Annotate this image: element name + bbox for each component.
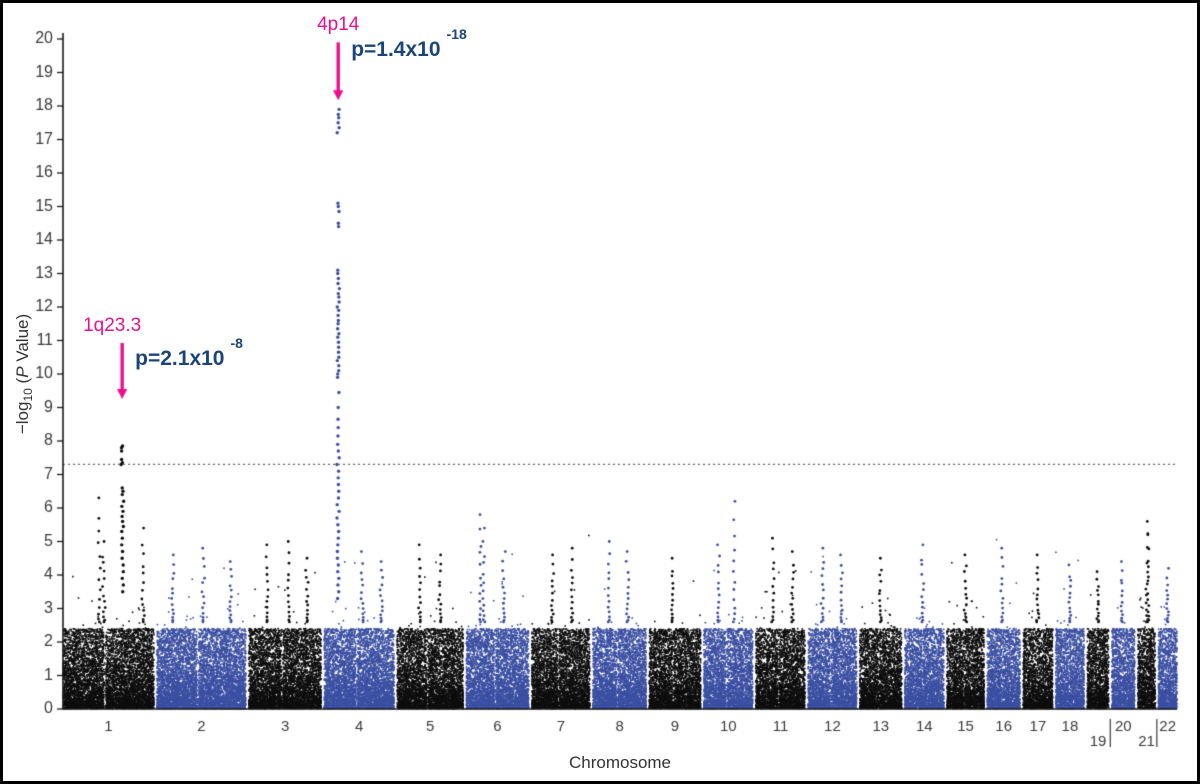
- locus-label-1q23-3: 1q23.3: [83, 315, 142, 337]
- pvalue-base-4p14: p=1.4x10: [351, 38, 441, 62]
- x-axis-title: Chromosome: [568, 753, 672, 772]
- y-axis-title-prefix: −log: [12, 401, 32, 435]
- y-axis-title-suffix: Value): [12, 313, 32, 367]
- pvalue-label-4p14: p=1.4x10 -18: [351, 26, 467, 62]
- pvalue-label-1q23-3: p=2.1x10 -8: [135, 335, 243, 371]
- pvalue-exponent-1q23-3: -8: [230, 335, 243, 352]
- y-axis-title-mid: (: [12, 377, 32, 389]
- manhattan-plot-canvas: [3, 3, 1197, 781]
- locus-label-4p14: 4p14: [317, 14, 360, 36]
- y-axis-title-subscript: 10: [21, 388, 36, 402]
- y-axis-title: −log10 (P Value): [13, 314, 35, 434]
- pvalue-base-1q23-3: p=2.1x10: [135, 347, 225, 371]
- y-axis-title-italic-p: P: [12, 366, 32, 378]
- pvalue-exponent-4p14: -18: [446, 26, 467, 43]
